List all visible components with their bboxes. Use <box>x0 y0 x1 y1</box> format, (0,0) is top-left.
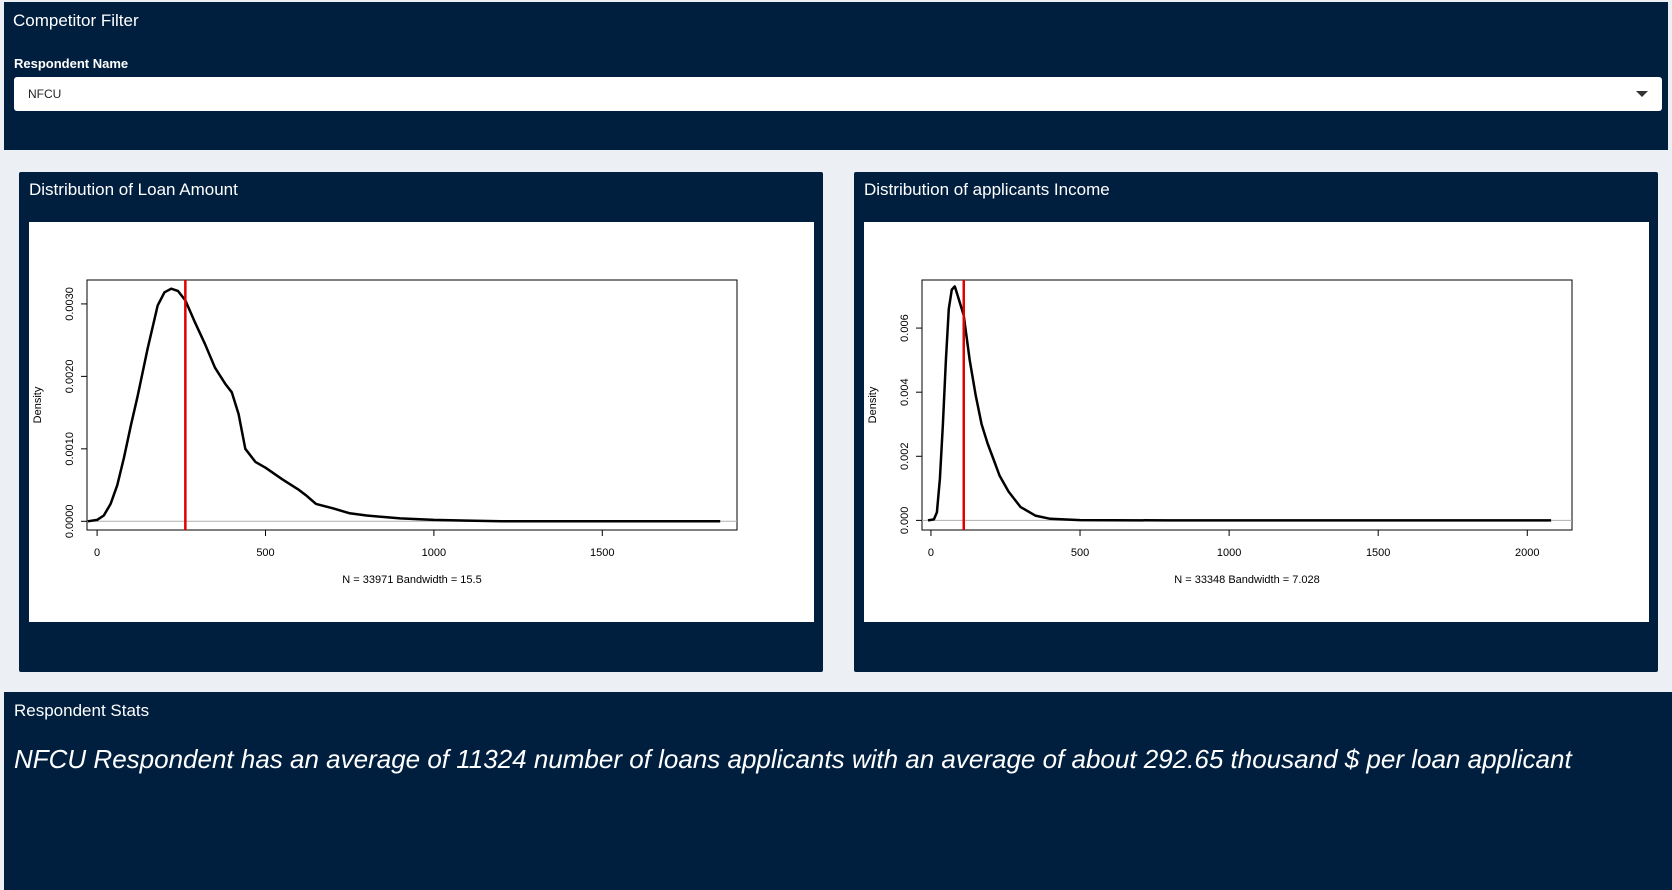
y-tick-label: 0.004 <box>899 378 911 406</box>
y-axis-label: Density <box>32 386 44 423</box>
respondent-stats-panel: Respondent Stats NFCU Respondent has an … <box>4 692 1672 890</box>
x-tick-label: 1000 <box>422 547 446 559</box>
x-tick-label: 0 <box>94 547 100 559</box>
x-axis-label: N = 33971 Bandwidth = 15.5 <box>342 574 481 586</box>
plot-frame <box>86 279 738 531</box>
x-tick-label: 2000 <box>1515 547 1539 559</box>
y-tick-label: 0.006 <box>899 314 911 342</box>
respondent-stats-title: Respondent Stats <box>14 701 150 720</box>
loan-amount-density-plot: 0 500 1000 1500 0.0000 0.0010 0.0020 0.0030 Dens… <box>32 279 738 586</box>
chevron-down-icon[interactable] <box>1636 91 1648 97</box>
income-plot: 0 500 1000 1500 2000 0.000 0.002 0.004 0.006 Dens… <box>864 222 1649 622</box>
loan-amount-chart-box: Distribution of Loan Amount 0 500 1000 1500… <box>19 172 823 672</box>
y-tick-label: 0.0000 <box>64 504 76 538</box>
respondent-name-selected-value: NFCU <box>28 87 62 101</box>
x-tick-label: 1500 <box>590 547 614 559</box>
respondent-name-select[interactable]: NFCU <box>14 77 1662 111</box>
competitor-filter-panel: Competitor Filter Respondent Name NFCU <box>4 2 1668 150</box>
y-tick-label: 0.002 <box>899 443 911 471</box>
y-tick-label: 0.0010 <box>64 432 76 466</box>
y-axis-label: Density <box>867 386 879 423</box>
y-tick-label: 0.0020 <box>64 360 76 394</box>
income-chart-title: Distribution of applicants Income <box>864 180 1110 199</box>
plot-frame <box>921 279 1573 531</box>
income-density-plot: 0 500 1000 1500 2000 0.000 0.002 0.004 0.006 Dens… <box>867 279 1573 586</box>
respondent-name-label: Respondent Name <box>14 56 129 71</box>
x-tick-label: 1500 <box>1366 547 1390 559</box>
y-tick-label: 0.0030 <box>64 287 76 321</box>
x-tick-label: 500 <box>1071 547 1089 559</box>
x-tick-label: 1000 <box>1217 547 1241 559</box>
loan-amount-chart-title: Distribution of Loan Amount <box>29 180 238 199</box>
income-chart-box: Distribution of applicants Income 0 500 10… <box>854 172 1658 672</box>
x-axis-label: N = 33348 Bandwidth = 7.028 <box>1174 574 1320 586</box>
respondent-stats-text: NFCU Respondent has an average of 11324 … <box>14 744 1572 774</box>
competitor-filter-title: Competitor Filter <box>13 11 139 30</box>
x-tick-label: 500 <box>256 547 274 559</box>
loan-amount-plot: 0 500 1000 1500 0.0000 0.0010 0.0020 0.0030 Dens… <box>29 222 814 622</box>
density-curve <box>87 287 721 523</box>
y-tick-label: 0.000 <box>899 507 911 535</box>
x-tick-label: 0 <box>928 547 934 559</box>
density-curve <box>927 285 1552 522</box>
